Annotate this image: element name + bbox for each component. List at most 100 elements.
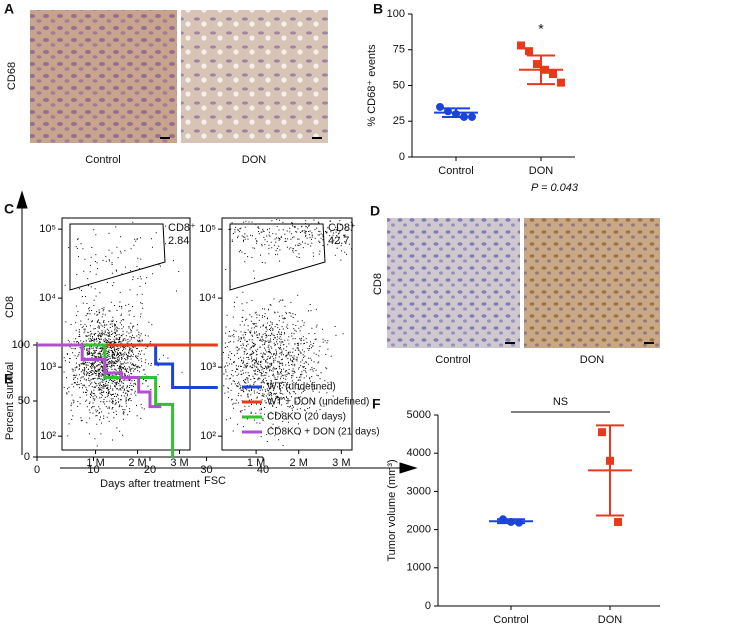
x-tick-label: 2 M	[128, 457, 146, 469]
y-tick-label: 10³	[200, 361, 216, 373]
y-tick-label: 10⁵	[39, 223, 56, 235]
survival-curve	[37, 343, 162, 409]
y-tick-label: 100	[12, 339, 30, 351]
legend-label: CD8KO (20 days)	[267, 412, 346, 423]
image-caption: DON	[580, 354, 605, 366]
legend-label: CD8KO + DON (21 days)	[267, 427, 380, 438]
axis-arrow	[16, 190, 28, 455]
y-axis-label: % CD68⁺ events	[366, 44, 378, 127]
scale-bar	[312, 137, 322, 139]
y-tick-label: 100	[387, 8, 405, 20]
survival-curve	[37, 343, 218, 390]
data-point	[557, 78, 565, 87]
error-bar	[497, 518, 525, 525]
micrograph	[524, 218, 660, 348]
image-ylabel: CD68	[6, 62, 18, 90]
gate-percent: 42.7	[328, 235, 349, 247]
data-point	[533, 60, 541, 69]
event-cloud	[63, 221, 183, 447]
panel-label: B	[373, 1, 383, 17]
gate-label: CD8⁺	[328, 222, 356, 234]
legend-label: WT + DON (undefined)	[267, 397, 369, 408]
significance: NS	[553, 396, 568, 408]
micrograph	[30, 10, 177, 143]
x-tick-label: 30	[200, 464, 212, 476]
y-tick-label: 10³	[40, 361, 56, 373]
y-tick-label: 50	[18, 395, 30, 407]
y-tick-label: 25	[393, 115, 405, 127]
data-point	[517, 41, 525, 50]
panel-label: A	[4, 1, 14, 17]
panel-label: C	[4, 201, 14, 217]
plot-frame	[61, 217, 191, 451]
error-bar	[596, 424, 624, 517]
error-bar	[442, 107, 470, 118]
survival-curve	[37, 343, 175, 457]
image-caption: Control	[435, 354, 470, 366]
y-tick-label: 4000	[407, 447, 431, 459]
y-tick-label: 10⁴	[39, 292, 56, 304]
gate	[229, 223, 326, 291]
panel-label: F	[372, 396, 381, 412]
x-tick-label: 3 M	[332, 457, 350, 469]
legend-label: WT (undefined)	[267, 382, 336, 393]
y-tick-label: 3000	[407, 485, 431, 497]
data-point	[468, 112, 476, 121]
data-point	[436, 102, 444, 111]
scale-bar	[160, 137, 170, 139]
y-tick-label: 75	[393, 44, 405, 56]
y-tick-label: 0	[425, 600, 431, 612]
gate-percent: 2.84	[168, 235, 189, 247]
significance: *	[538, 21, 544, 37]
y-tick-label: 0	[24, 451, 30, 463]
y-tick-label: 10⁵	[199, 223, 216, 235]
event-cloud	[223, 219, 352, 446]
data-point	[549, 70, 557, 79]
y-tick-label: 10²	[200, 430, 216, 442]
x-tick-label: Control	[438, 165, 473, 177]
scale-bar	[505, 342, 515, 344]
x-tick-label: 1 M	[86, 457, 104, 469]
axis-arrow	[60, 462, 418, 474]
gate-label: CD8⁺	[168, 222, 196, 234]
y-tick-label: 10²	[40, 430, 56, 442]
y-axis-label: Percent survival	[4, 362, 16, 440]
y-tick-label: 0	[399, 151, 405, 163]
y-tick-label: 5000	[407, 409, 431, 421]
x-tick-label: 3 M	[170, 457, 188, 469]
data-point	[525, 47, 533, 56]
x-axis-label: Days after treatment	[100, 478, 200, 490]
panel-label: E	[4, 371, 13, 387]
x-tick-label: DON	[529, 165, 554, 177]
plot-frame	[221, 217, 353, 451]
data-point	[614, 517, 622, 526]
y-tick-label: 50	[393, 79, 405, 91]
x-tick-label: 2 M	[290, 457, 308, 469]
x-tick-label: 20	[144, 464, 156, 476]
micrograph	[387, 218, 520, 348]
x-tick-label: DON	[598, 614, 623, 626]
x-axis-label: FSC	[204, 475, 226, 487]
data-point	[598, 428, 606, 437]
gate	[69, 223, 166, 291]
image-ylabel: CD8	[372, 273, 384, 295]
x-tick-label: 10	[87, 464, 99, 476]
p-value: P = 0.043	[531, 182, 579, 194]
y-tick-label: 10⁴	[199, 292, 216, 304]
panel-label: D	[370, 203, 380, 219]
image-caption: Control	[85, 154, 120, 166]
error-bar	[527, 54, 555, 86]
micrograph	[181, 10, 328, 143]
y-axis-label: CD8	[4, 296, 16, 318]
x-tick-label: Control	[493, 614, 528, 626]
image-caption: DON	[242, 154, 267, 166]
y-axis-label: Tumor volume (mm³)	[386, 459, 398, 561]
x-tick-label: 1 M	[247, 457, 265, 469]
x-tick-label: 0	[34, 464, 40, 476]
y-tick-label: 2000	[407, 524, 431, 536]
y-tick-label: 1000	[407, 562, 431, 574]
x-tick-label: 40	[257, 464, 269, 476]
scale-bar	[644, 342, 654, 344]
